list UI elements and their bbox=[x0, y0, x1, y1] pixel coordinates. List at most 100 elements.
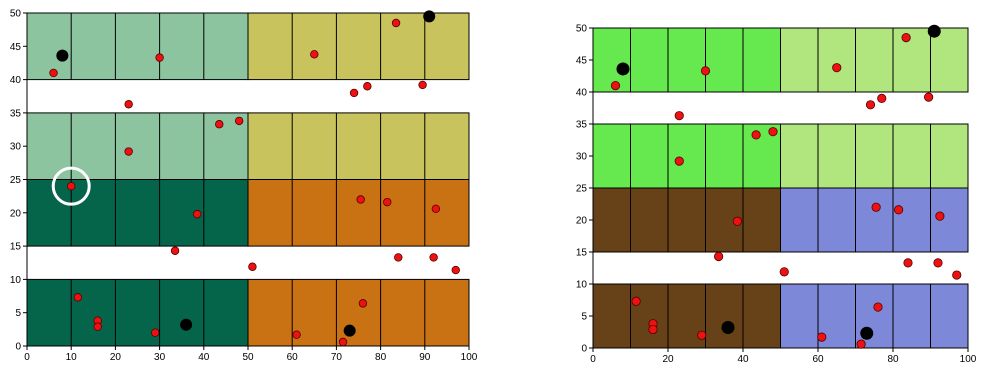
red-data-point bbox=[215, 120, 224, 129]
x-tick-label: 50 bbox=[242, 352, 254, 363]
red-data-point bbox=[155, 53, 164, 62]
red-data-point bbox=[924, 92, 934, 102]
x-tick-label: 40 bbox=[737, 354, 749, 365]
red-data-point bbox=[451, 265, 460, 275]
band-rect bbox=[26, 12, 249, 81]
red-data-point bbox=[697, 330, 707, 340]
black-data-point bbox=[423, 10, 436, 23]
red-data-point bbox=[234, 116, 244, 126]
red-data-point bbox=[338, 337, 348, 347]
highlight-circle bbox=[51, 166, 91, 206]
y-tick-label: 40 bbox=[10, 75, 22, 86]
x-tick-label: 0 bbox=[590, 354, 596, 365]
red-data-point bbox=[674, 111, 684, 121]
y-tick-label: 10 bbox=[10, 275, 22, 286]
band-rect bbox=[592, 187, 781, 253]
band-rect bbox=[26, 278, 249, 347]
y-tick-label: 5 bbox=[15, 308, 21, 319]
y-tick-label: 35 bbox=[10, 108, 22, 119]
y-tick-label: 30 bbox=[576, 152, 588, 163]
x-tick-label: 0 bbox=[24, 352, 30, 363]
red-data-point bbox=[856, 339, 866, 349]
red-data-point bbox=[700, 66, 711, 76]
band-rect bbox=[780, 283, 969, 349]
red-data-point bbox=[383, 197, 392, 207]
x-tick-label: 80 bbox=[887, 354, 899, 365]
red-data-point bbox=[66, 181, 76, 191]
y-tick-label: 15 bbox=[10, 242, 22, 253]
band-rect bbox=[592, 27, 781, 93]
y-tick-label: 25 bbox=[10, 175, 22, 186]
y-tick-label: 20 bbox=[10, 208, 22, 219]
y-tick-label: 0 bbox=[15, 342, 21, 353]
red-data-point bbox=[429, 253, 438, 262]
red-data-point bbox=[865, 100, 876, 110]
y-tick-label: 50 bbox=[576, 24, 588, 35]
y-tick-label: 50 bbox=[10, 9, 22, 20]
red-data-point bbox=[631, 296, 641, 306]
red-data-point bbox=[952, 270, 962, 280]
red-data-point bbox=[648, 324, 658, 335]
band-rect bbox=[780, 27, 969, 93]
red-data-point bbox=[610, 81, 621, 91]
x-tick-label: 20 bbox=[662, 354, 674, 365]
red-data-point bbox=[431, 204, 441, 214]
red-data-point bbox=[933, 258, 943, 268]
red-data-point bbox=[310, 50, 319, 59]
x-tick-label: 30 bbox=[154, 352, 166, 363]
red-data-point bbox=[935, 211, 945, 221]
red-data-point bbox=[674, 156, 684, 166]
band-rect bbox=[247, 112, 470, 180]
y-tick-label: 30 bbox=[10, 142, 22, 153]
black-data-point bbox=[616, 62, 630, 76]
red-data-point bbox=[292, 330, 301, 339]
red-data-point bbox=[871, 202, 881, 212]
y-tick-label: 25 bbox=[576, 184, 588, 195]
red-data-point bbox=[248, 262, 257, 271]
red-data-point bbox=[93, 322, 102, 331]
red-data-point bbox=[124, 147, 133, 156]
red-data-point bbox=[124, 100, 133, 109]
red-data-point bbox=[394, 253, 403, 262]
red-data-point bbox=[349, 88, 359, 98]
y-tick-label: 0 bbox=[581, 344, 587, 355]
red-data-point bbox=[714, 251, 724, 262]
red-data-point bbox=[358, 299, 368, 308]
red-data-point bbox=[73, 293, 83, 302]
black-data-point bbox=[721, 321, 735, 335]
x-tick-label: 70 bbox=[331, 352, 343, 363]
red-data-point bbox=[768, 127, 778, 137]
black-data-point bbox=[860, 326, 874, 340]
x-tick-label: 80 bbox=[375, 352, 387, 363]
red-data-point bbox=[391, 18, 401, 28]
black-data-point bbox=[927, 24, 941, 38]
red-data-point bbox=[418, 80, 427, 90]
red-data-point bbox=[779, 267, 789, 277]
band-rect bbox=[247, 278, 470, 347]
y-tick-label: 10 bbox=[576, 280, 588, 291]
red-data-point bbox=[751, 130, 761, 140]
red-data-point bbox=[901, 32, 911, 43]
x-tick-label: 40 bbox=[198, 352, 210, 363]
red-data-point bbox=[873, 302, 883, 312]
x-tick-label: 100 bbox=[960, 354, 977, 365]
band-rect bbox=[780, 123, 969, 189]
black-data-point bbox=[343, 324, 356, 337]
band-rect bbox=[592, 283, 781, 349]
band-rect bbox=[592, 123, 781, 189]
red-data-point bbox=[832, 63, 842, 73]
band-rect bbox=[247, 179, 470, 247]
y-tick-label: 45 bbox=[10, 42, 22, 53]
red-data-point bbox=[903, 258, 913, 268]
x-tick-label: 60 bbox=[812, 354, 824, 365]
y-tick-label: 20 bbox=[576, 216, 588, 227]
red-data-point bbox=[817, 332, 827, 342]
y-tick-label: 45 bbox=[576, 56, 588, 67]
red-data-point bbox=[877, 93, 887, 104]
black-data-point bbox=[56, 49, 69, 62]
y-tick-label: 5 bbox=[581, 312, 587, 323]
x-tick-label: 90 bbox=[419, 352, 431, 363]
